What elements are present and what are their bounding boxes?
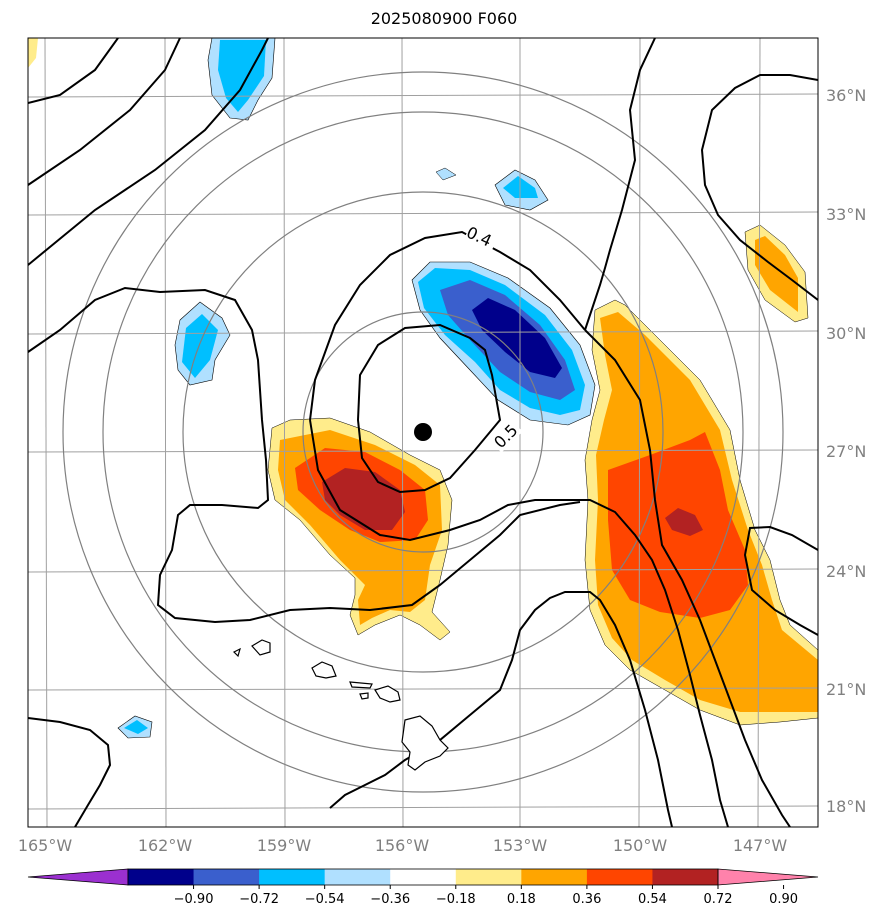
warm-region-west-core — [322, 468, 405, 530]
lon-label-147w: 147°W — [733, 836, 788, 855]
lat-labels: 36°N 33°N 30°N 27°N 24°N 21°N 18°N — [826, 86, 866, 816]
island-lanai — [359, 692, 369, 700]
lat-lon-grid — [28, 38, 818, 827]
lon-label-162w: 162°W — [138, 836, 193, 855]
lon-label-165w: 165°W — [18, 836, 73, 855]
lat-label-33: 33°N — [826, 205, 866, 224]
coastlines — [232, 639, 449, 771]
colorbar-box — [521, 869, 588, 885]
island-maui — [374, 685, 401, 703]
island-oahu — [311, 661, 337, 679]
colorbar-box — [652, 869, 719, 885]
colorbar-box — [259, 869, 326, 885]
colorbar-tick-label: −0.72 — [239, 892, 279, 907]
island-molokai — [349, 681, 373, 689]
blue-region-center-core — [472, 298, 562, 378]
colorbar-tick-label: 0.18 — [507, 892, 536, 907]
storm-center-marker — [414, 423, 432, 441]
colorbar-box — [324, 869, 391, 885]
island-hawaii — [401, 715, 449, 771]
warm-region-east-core — [665, 508, 703, 536]
blue-region-north-inner — [218, 40, 266, 112]
positive-shading — [28, 38, 818, 726]
colorbar-tick-label: −0.90 — [174, 892, 214, 907]
blue-region-west-inner — [182, 314, 218, 378]
colorbar-box — [128, 869, 195, 885]
colorbar-extend-min — [27, 868, 129, 886]
colorbar-outline — [127, 868, 719, 886]
lon-label-150w: 150°W — [613, 836, 668, 855]
blue-region-sw-inner — [124, 720, 148, 734]
island-kauai — [251, 639, 271, 656]
lat-label-18: 18°N — [826, 797, 866, 816]
colorbar: −0.90 −0.72 −0.54 −0.36 −0.18 0.18 0.36 0.54 0.7… — [27, 868, 819, 907]
colorbar-box — [586, 869, 653, 885]
colorbar-tick-label: 0.90 — [769, 892, 798, 907]
map-title: 2025080900 F060 — [370, 9, 518, 28]
warm-region-ne-inner — [755, 236, 798, 312]
lat-label-27: 27°N — [826, 442, 866, 461]
colorbar-tick-label: 0.36 — [572, 892, 601, 907]
lon-label-153w: 153°W — [493, 836, 548, 855]
lat-label-21: 21°N — [826, 680, 866, 699]
colorbar-tick-label: 0.72 — [704, 892, 733, 907]
lat-label-24: 24°N — [826, 562, 866, 581]
blue-region-tiny — [435, 167, 457, 181]
warm-region-corner — [28, 38, 38, 68]
lat-label-30: 30°N — [826, 324, 866, 343]
colorbar-tick-label: 0.54 — [638, 892, 667, 907]
lat-label-36: 36°N — [826, 86, 866, 105]
colorbar-box — [455, 869, 522, 885]
colorbar-box — [193, 869, 260, 885]
colorbar-box — [390, 869, 457, 885]
plot-area: 0.4 0.5 — [28, 38, 818, 827]
island-niihau — [232, 647, 241, 658]
colorbar-extend-max — [717, 868, 819, 886]
colorbar-tick-label: −0.18 — [436, 892, 476, 907]
lon-label-156w: 156°W — [375, 836, 430, 855]
colorbar-tick-label: −0.36 — [370, 892, 410, 907]
plot-border — [27, 37, 819, 828]
contour-lines — [28, 38, 818, 827]
lon-label-159w: 159°W — [257, 836, 312, 855]
lon-labels: 165°W 162°W 159°W 156°W 153°W 150°W 147°… — [18, 836, 788, 855]
colorbar-tick-label: −0.54 — [305, 892, 345, 907]
